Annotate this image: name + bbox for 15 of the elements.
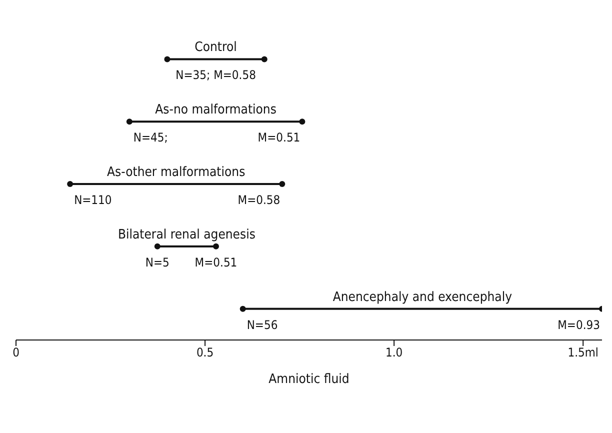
text: N=45; M=0.51 <box>133 130 300 145</box>
text: N=110 M=0.58 <box>74 193 280 207</box>
y-tick-label: Bilateral renal agenesis <box>118 227 256 242</box>
y-tick-label: As-other malformations <box>107 165 246 180</box>
y-tick-label: Anencephaly and exencephaly <box>332 290 512 305</box>
annotation: N=35; M=0.58 <box>176 68 256 82</box>
text: N=5 M=0.51 <box>145 255 238 270</box>
x-axis-title: Amniotic fluid <box>268 372 350 387</box>
x-tick-label: 1.0 <box>385 346 403 360</box>
x-tick-label: 0 <box>12 346 20 360</box>
text: N=56 M=0.93 <box>246 318 600 332</box>
x-tick-label: 0.5 <box>196 346 214 360</box>
x-tick-label: 1.5ml <box>568 346 598 360</box>
y-tick-label: As-no malformations <box>155 102 276 118</box>
y-tick-label: Control <box>194 40 237 56</box>
